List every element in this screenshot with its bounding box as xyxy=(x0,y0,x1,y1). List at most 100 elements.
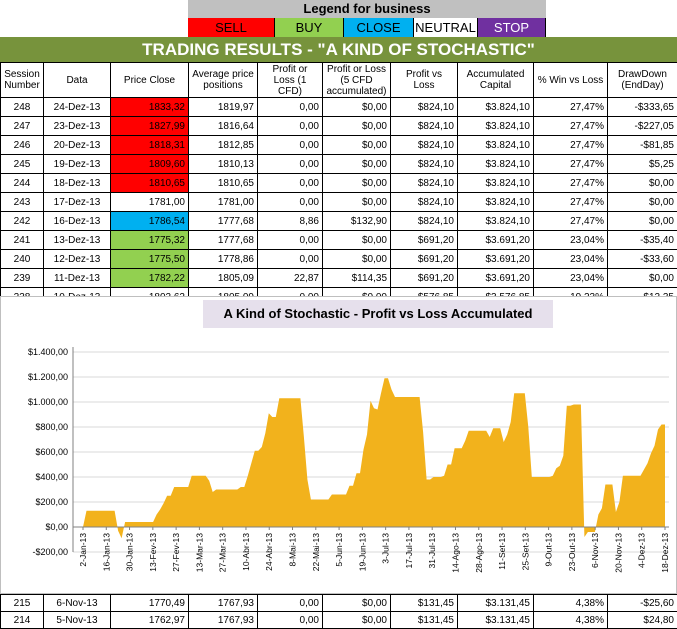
table-row: 214 5-Nov-13 1762,97 1767,93 0,00 $0,00 $131,4… xyxy=(0,611,677,629)
column-header: Profit vs Loss xyxy=(390,62,458,98)
table-row: 241 13-Dez-13 1775,32 1777,68 0,00 $0,00 $691,… xyxy=(0,230,677,250)
table-cell: 1781,00 xyxy=(110,192,189,212)
y-tick-label: $800,00 xyxy=(35,422,68,432)
table-cell: 1819,97 xyxy=(188,97,258,117)
y-tick-label: $600,00 xyxy=(35,447,68,457)
table-row: 247 23-Dez-13 1827,99 1816,64 0,00 $0,00 $824,… xyxy=(0,116,677,136)
table-cell: 1767,93 xyxy=(188,594,258,612)
table-cell: 1810,65 xyxy=(188,173,258,193)
table-cell: 0,00 xyxy=(257,594,323,612)
table-cell: $3.824,10 xyxy=(457,211,534,231)
table-cell: 1810,65 xyxy=(110,173,189,193)
table-row: 240 12-Dez-13 1775,50 1778,86 0,00 $0,00 $691,… xyxy=(0,249,677,269)
table-cell: 1782,22 xyxy=(110,268,189,288)
column-header: Data xyxy=(43,62,111,98)
table-cell: $0,00 xyxy=(322,173,391,193)
table-cell: 23,04% xyxy=(533,249,608,269)
table-row: 242 16-Dez-13 1786,54 1777,68 8,86 $132,90 $82… xyxy=(0,211,677,231)
y-tick-label: $1.400,00 xyxy=(28,347,68,357)
table-cell: 1777,68 xyxy=(188,230,258,250)
table-cell: 0,00 xyxy=(257,173,323,193)
table-cell: 1810,13 xyxy=(188,154,258,174)
table-cell: $0,00 xyxy=(322,611,391,629)
table-cell: 214 xyxy=(0,611,44,629)
x-tick-label: 2-Jan-13 xyxy=(78,533,88,567)
table-row: 243 17-Dez-13 1781,00 1781,00 0,00 $0,00 $824,… xyxy=(0,192,677,212)
y-tick-label: $1.000,00 xyxy=(28,397,68,407)
x-tick-label: 3-Jul-13 xyxy=(381,533,391,564)
x-tick-label: 24-Abr-13 xyxy=(264,533,274,571)
table-cell: 1786,54 xyxy=(110,211,189,231)
table-cell: 0,00 xyxy=(257,230,323,250)
table-cell: $0,00 xyxy=(322,230,391,250)
table-cell: $3.824,10 xyxy=(457,173,534,193)
column-header: % Win vs Loss xyxy=(533,62,608,98)
x-tick-label: 23-Out-13 xyxy=(567,533,577,572)
table-cell: 27,47% xyxy=(533,116,608,136)
x-tick-label: 6-Nov-13 xyxy=(590,533,600,568)
x-tick-label: 20-Nov-13 xyxy=(613,533,623,573)
table-cell: 215 xyxy=(0,594,44,612)
chart-title: A Kind of Stochastic - Profit vs Loss Ac… xyxy=(203,300,553,328)
table-cell: 16-Dez-13 xyxy=(43,211,111,231)
table-cell: 244 xyxy=(0,173,44,193)
x-tick-label: 17-Jul-13 xyxy=(404,533,414,569)
table-cell: $691,20 xyxy=(390,268,458,288)
table-cell: $0,00 xyxy=(322,154,391,174)
table-cell: 1775,50 xyxy=(110,249,189,269)
table-cell: $824,10 xyxy=(390,173,458,193)
table-cell: 0,00 xyxy=(257,249,323,269)
table-cell: 1805,09 xyxy=(188,268,258,288)
table-cell: 27,47% xyxy=(533,192,608,212)
table-cell: $0,00 xyxy=(607,268,677,288)
table-cell: -$33,60 xyxy=(607,249,677,269)
y-tick-label: $0,00 xyxy=(45,522,68,532)
table-cell: 27,47% xyxy=(533,97,608,117)
table-cell: 0,00 xyxy=(257,97,323,117)
x-tick-label: 19-Jun-13 xyxy=(357,533,367,572)
x-tick-label: 14-Ago-13 xyxy=(450,533,460,573)
table-cell: 27,47% xyxy=(533,173,608,193)
table-cell: 23,04% xyxy=(533,268,608,288)
table-cell: 17-Dez-13 xyxy=(43,192,111,212)
table-cell: $824,10 xyxy=(390,135,458,155)
table-row: 244 18-Dez-13 1810,65 1810,65 0,00 $0,00 $824,… xyxy=(0,173,677,193)
table-cell: $3.824,10 xyxy=(457,154,534,174)
table-cell: 243 xyxy=(0,192,44,212)
table-cell: 239 xyxy=(0,268,44,288)
table-cell: $3.691,20 xyxy=(457,230,534,250)
column-header: Profit or Loss (5 CFD accumulated) xyxy=(322,62,391,98)
table-cell: $5,25 xyxy=(607,154,677,174)
table-row: 246 20-Dez-13 1818,31 1812,85 0,00 $0,00 $824,… xyxy=(0,135,677,155)
table-cell: $3.131,45 xyxy=(457,611,534,629)
x-tick-label: 30-Jan-13 xyxy=(125,533,135,572)
table-cell: $3.691,20 xyxy=(457,249,534,269)
table-cell: 246 xyxy=(0,135,44,155)
x-tick-label: 5-Jun-13 xyxy=(334,533,344,567)
x-tick-label: 27-Fev-13 xyxy=(171,533,181,572)
table-cell: 1812,85 xyxy=(188,135,258,155)
table-row: 215 6-Nov-13 1770,49 1767,93 0,00 $0,00 $131,4… xyxy=(0,594,677,612)
table-cell: $824,10 xyxy=(390,154,458,174)
x-tick-label: 4-Dez-13 xyxy=(637,533,647,568)
table-cell: $131,45 xyxy=(390,594,458,612)
table-row: 239 11-Dez-13 1782,22 1805,09 22,87 $114,35 $6… xyxy=(0,268,677,288)
table-cell: $0,00 xyxy=(607,192,677,212)
table-cell: 1816,64 xyxy=(188,116,258,136)
x-tick-label: 13-Mar-13 xyxy=(194,533,204,572)
column-header: Profit or Loss (1 CFD) xyxy=(257,62,323,98)
table-cell: 0,00 xyxy=(257,116,323,136)
table-cell: 27,47% xyxy=(533,154,608,174)
table-cell: 27,47% xyxy=(533,135,608,155)
y-tick-label: $1.200,00 xyxy=(28,372,68,382)
table-cell: 1833,32 xyxy=(110,97,189,117)
table-cell: 5-Nov-13 xyxy=(43,611,111,629)
table-cell: -$35,40 xyxy=(607,230,677,250)
table-cell: $0,00 xyxy=(322,249,391,269)
x-tick-label: 31-Jul-13 xyxy=(427,533,437,569)
table-cell: $0,00 xyxy=(322,192,391,212)
table-cell: 1767,93 xyxy=(188,611,258,629)
table-cell: 11-Dez-13 xyxy=(43,268,111,288)
table-row: 248 24-Dez-13 1833,32 1819,97 0,00 $0,00 $824,… xyxy=(0,97,677,117)
